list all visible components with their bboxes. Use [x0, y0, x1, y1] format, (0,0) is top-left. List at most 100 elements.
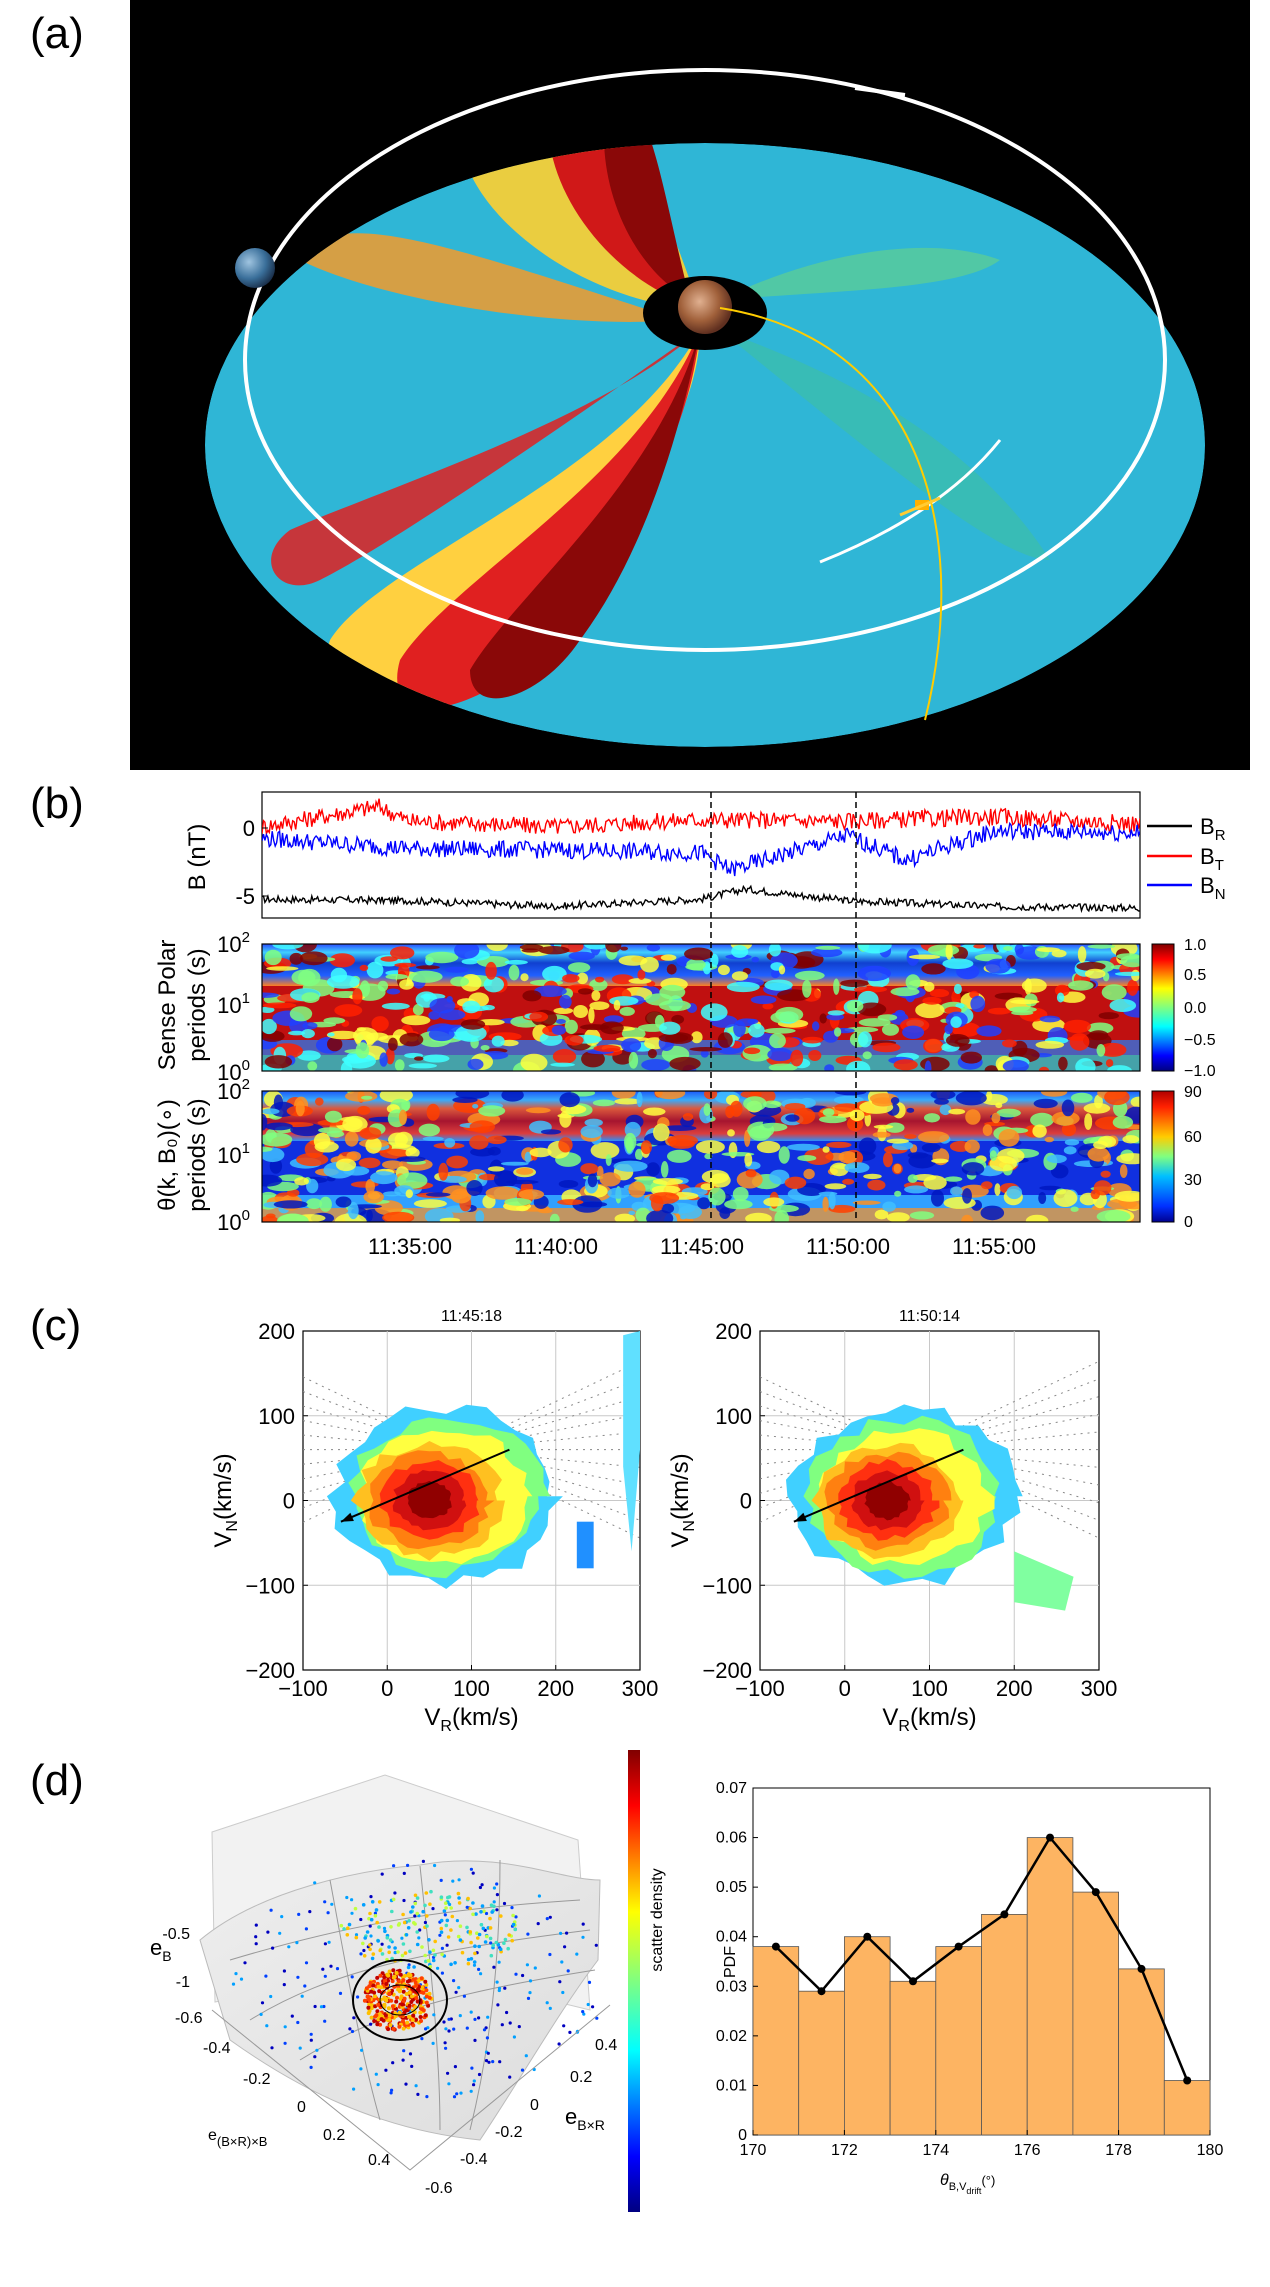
scatter-point: [421, 1909, 426, 1914]
scatter-point: [456, 1934, 461, 1939]
d1-xtick-3: 0: [297, 2099, 306, 2116]
scatter-point: [439, 1918, 444, 1923]
scatter-point: [456, 1891, 461, 1896]
scatter-point: [427, 1991, 432, 1996]
scatter-point: [503, 1937, 508, 1942]
scatter-point: [514, 1972, 518, 1976]
scatter-point: [376, 2017, 381, 2022]
histogram-bar: [1072, 1891, 1120, 2136]
scatter-point: [413, 2017, 418, 2022]
scatter-point: [370, 1956, 375, 1961]
scatter-point: [472, 1963, 477, 1967]
scatter-point: [354, 1935, 359, 1940]
scatter-point: [469, 2089, 473, 2093]
scatter-point: [450, 1914, 455, 1919]
scatter-point: [370, 2003, 375, 2008]
scatter-point: [415, 1911, 420, 1916]
b-xtick-label-0: 11:35:00: [368, 1234, 452, 1259]
c-drift-arrow: [340, 1448, 510, 1523]
scatter-point: [414, 1983, 419, 1988]
scatter-point: [374, 2072, 378, 2076]
scatter-point: [350, 1911, 354, 1915]
scatter-point: [495, 1893, 499, 1897]
panel-c-vdf-2: 11:50:14−100 0 100 200 3002001000−100−200VR(…: [667, 1308, 1117, 1735]
scatter-point: [363, 1936, 368, 1940]
scatter-point: [361, 1903, 366, 1907]
scatter-point: [492, 1886, 496, 1890]
b-xtick-label-4: 11:55:00: [952, 1234, 1036, 1259]
scatter-point: [327, 1940, 331, 1944]
panel-d-histogram: 170 172 174 176 178 180 0 0.01 0.02 0.03 0.04 0.05 0…: [716, 1780, 1224, 2196]
scatter-point: [313, 2004, 317, 2009]
scatter-point: [575, 1952, 579, 1956]
scatter-point: [594, 1943, 598, 1947]
b1-legend: BR BT BN: [1147, 814, 1226, 903]
scatter-point: [323, 1974, 327, 1978]
scatter-point: [471, 1901, 475, 1905]
legend-label-br: BR: [1200, 814, 1226, 844]
scatter-point: [433, 1939, 438, 1944]
scatter-point: [439, 1895, 444, 1899]
d2-ytick-label: 0.03: [716, 1978, 747, 1995]
scatter-point: [591, 2005, 595, 2009]
scatter-point: [391, 1968, 396, 1973]
scatter-point: [402, 2049, 406, 2053]
scatter-point: [389, 2091, 393, 2095]
scatter-point: [380, 1872, 384, 1876]
scatter-point: [410, 1994, 414, 1999]
scatter-point: [443, 2041, 447, 2045]
scatter-point: [568, 2030, 572, 2034]
scatter-point: [440, 1946, 444, 1950]
scatter-point: [427, 1995, 432, 2000]
pdf-point: [909, 1977, 917, 1986]
c-xtick-label: 0: [839, 1676, 851, 1701]
panel-b-field-plot: 0 -5 B (nT) BR BT BN: [184, 791, 1226, 919]
d1-ytick-4: -0.4: [460, 2151, 488, 2168]
scatter-point: [350, 1898, 354, 1902]
scatter-point: [431, 1907, 435, 1911]
scatter-point: [413, 1901, 418, 1906]
scatter-point: [444, 2027, 448, 2031]
scatter-point: [309, 2038, 313, 2042]
scatter-point: [339, 1923, 344, 1928]
scatter-point: [298, 2046, 302, 2050]
scatter-point: [400, 2002, 405, 2007]
orbit-marker: [854, 86, 906, 97]
scatter-point: [508, 2021, 512, 2025]
scatter-point: [497, 1960, 501, 1964]
scatter-point: [419, 2019, 423, 2023]
scatter-point: [431, 2041, 435, 2045]
scatter-point: [389, 1998, 394, 2003]
scatter-point: [489, 1953, 494, 1958]
scatter-point: [473, 2038, 477, 2042]
scatter-point: [231, 1982, 236, 1986]
scatter-point: [480, 1883, 484, 1887]
scatter-point: [428, 1950, 432, 1954]
scatter-point: [469, 2010, 473, 2014]
scatter-point: [412, 1921, 416, 1925]
scatter-point: [313, 1881, 317, 1885]
scatter-point: [402, 1898, 406, 1903]
c-xtick-label: 0: [381, 1676, 393, 1701]
b2-axes: [261, 943, 1141, 1072]
scatter-point: [561, 1990, 565, 1995]
scatter-point: [495, 1908, 499, 1912]
scatter-point: [271, 1946, 275, 1950]
scatter-point: [486, 2015, 490, 2019]
scatter-point: [455, 2092, 459, 2096]
scatter-point: [485, 1934, 489, 1939]
scatter-point: [510, 1938, 514, 1943]
scatter-point: [367, 1916, 371, 1921]
scatter-point: [347, 1922, 352, 1927]
scatter-point: [560, 1960, 564, 1964]
pdf-point: [1137, 1964, 1146, 1973]
d1-ztick-0: -0.5: [162, 1926, 190, 1943]
d2-ytick-label: 0.04: [716, 1929, 747, 1946]
scatter-point: [586, 2002, 590, 2007]
scatter-point: [417, 1936, 421, 1940]
scatter-point: [392, 1864, 396, 1868]
scatter-point: [581, 1922, 585, 1926]
scatter-point: [266, 1930, 270, 1934]
scatter-point: [404, 1933, 409, 1937]
scatter-point: [365, 1930, 370, 1934]
